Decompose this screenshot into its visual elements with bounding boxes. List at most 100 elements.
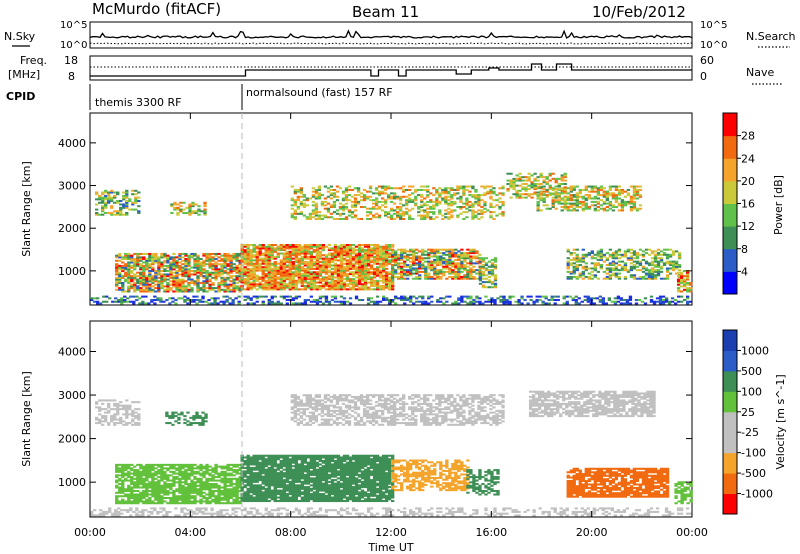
power-cell bbox=[104, 203, 108, 206]
power-cell bbox=[456, 185, 460, 188]
power-cell bbox=[408, 200, 412, 203]
power-cell bbox=[202, 281, 206, 284]
power-cell bbox=[529, 299, 533, 302]
power-cell bbox=[432, 212, 436, 215]
power-cell bbox=[293, 212, 297, 215]
power-cell bbox=[676, 288, 681, 291]
velocity-cell bbox=[154, 484, 158, 487]
power-cell bbox=[354, 255, 359, 258]
velocity-cell bbox=[142, 486, 146, 489]
power-cell bbox=[324, 299, 329, 302]
power-cell bbox=[338, 207, 343, 210]
power-cell bbox=[399, 217, 403, 220]
power-cell bbox=[536, 204, 540, 207]
power-cell bbox=[104, 198, 108, 201]
power-cell bbox=[160, 283, 164, 286]
power-cell bbox=[357, 278, 362, 281]
power-cell bbox=[303, 299, 308, 302]
power-cell bbox=[232, 263, 236, 266]
power-cell bbox=[291, 262, 295, 265]
power-cell bbox=[462, 202, 466, 205]
velocity-cell bbox=[134, 401, 138, 404]
power-cell bbox=[350, 195, 355, 198]
power-cell bbox=[330, 252, 335, 255]
power-cell bbox=[397, 248, 401, 251]
power-cell bbox=[554, 177, 558, 180]
power-cell bbox=[246, 257, 250, 260]
power-cell bbox=[261, 283, 265, 286]
power-cell bbox=[469, 248, 473, 251]
power-cell bbox=[496, 297, 500, 300]
power-cell bbox=[439, 269, 443, 272]
power-cell bbox=[498, 200, 502, 203]
power-cell bbox=[602, 277, 607, 280]
power-cell bbox=[223, 270, 227, 273]
power-cell bbox=[318, 286, 323, 289]
power-cell bbox=[432, 194, 436, 197]
power-cell bbox=[116, 200, 120, 203]
power-cell bbox=[335, 190, 340, 193]
velocity-cell bbox=[148, 470, 152, 473]
power-cell bbox=[608, 187, 613, 190]
power-cell bbox=[602, 255, 607, 258]
power-cell bbox=[492, 199, 496, 202]
velocity-cell bbox=[131, 413, 135, 416]
power-cell bbox=[357, 274, 362, 277]
power-cell bbox=[104, 191, 108, 194]
power-cell bbox=[471, 194, 475, 197]
power-cell bbox=[303, 288, 308, 291]
power-cell bbox=[321, 254, 326, 257]
power-cell bbox=[393, 192, 397, 195]
power-cell bbox=[369, 252, 374, 255]
power-cell bbox=[187, 273, 191, 276]
power-cell bbox=[348, 279, 353, 282]
power-cell bbox=[353, 214, 358, 217]
power-cell bbox=[394, 258, 398, 261]
power-cell bbox=[566, 257, 570, 260]
power-cell bbox=[688, 300, 693, 303]
power-cell bbox=[584, 197, 588, 200]
power-cell bbox=[169, 273, 173, 276]
power-cell bbox=[620, 209, 625, 212]
velocity-cell bbox=[148, 469, 152, 472]
power-cell bbox=[601, 302, 606, 305]
power-cell bbox=[115, 281, 119, 284]
power-cell bbox=[411, 185, 415, 188]
velocity-cell bbox=[98, 409, 102, 412]
power-cell bbox=[389, 200, 394, 203]
power-cell bbox=[450, 202, 454, 205]
power-cell bbox=[119, 213, 123, 216]
power-cell bbox=[229, 254, 233, 257]
power-cell bbox=[541, 302, 545, 305]
power-cell bbox=[378, 262, 383, 265]
power-cell bbox=[460, 267, 464, 270]
velocity-cell bbox=[169, 486, 173, 489]
power-cell bbox=[478, 300, 482, 303]
velocity-cell bbox=[130, 483, 134, 486]
power-cell bbox=[318, 273, 323, 276]
power-cell bbox=[132, 302, 136, 305]
power-cell bbox=[632, 192, 637, 195]
power-cell bbox=[545, 181, 549, 184]
power-cell bbox=[290, 197, 294, 200]
power-cell bbox=[306, 267, 311, 270]
power-cell bbox=[261, 284, 265, 287]
velocity-cell bbox=[124, 479, 128, 482]
power-cell bbox=[418, 270, 422, 273]
power-cell bbox=[303, 278, 308, 281]
power-cell bbox=[402, 195, 406, 198]
power-cell bbox=[368, 207, 373, 210]
power-cell bbox=[635, 269, 640, 272]
power-cell bbox=[360, 243, 365, 246]
power-cell bbox=[456, 188, 460, 191]
power-cell bbox=[160, 254, 164, 257]
power-cell bbox=[412, 250, 416, 253]
power-cell bbox=[306, 264, 311, 267]
power-cell bbox=[378, 266, 383, 269]
power-cell bbox=[249, 273, 253, 276]
power-cell bbox=[450, 195, 454, 198]
velocity-cell bbox=[136, 496, 140, 500]
power-cell bbox=[366, 281, 371, 284]
power-cell bbox=[391, 260, 395, 263]
power-cell bbox=[430, 295, 434, 298]
